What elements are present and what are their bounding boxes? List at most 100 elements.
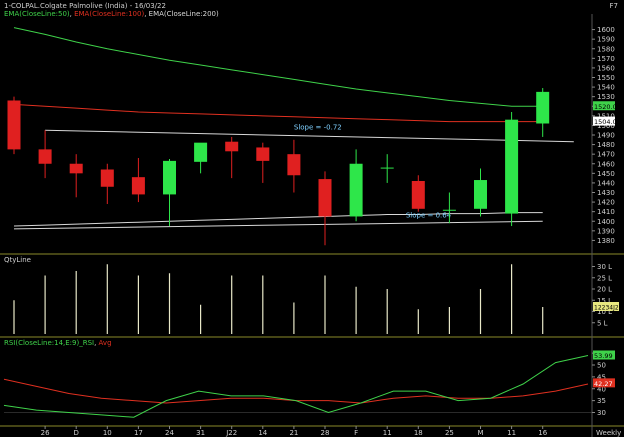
legend-ema100: EMA(CloseLine:100) [74, 10, 145, 18]
rsi-legend: RSI(CloseLine:14,E:9)_RSI, Avg [4, 339, 112, 347]
price-tick-label: 1580 [597, 45, 615, 53]
candle-body [505, 119, 519, 214]
rsi-tick-label: 50 [597, 362, 606, 370]
rsi-avg-badge-bg [593, 378, 615, 388]
candle-body [225, 141, 239, 152]
rsi-badge: 53.99 [594, 352, 613, 360]
volume-tick-label: 10 L [597, 308, 612, 316]
ema50-badge: 1520.00 [594, 103, 621, 111]
x-tick-label: 24 [165, 429, 174, 437]
price-tick-label: 1380 [597, 237, 615, 245]
rsi-tick-label: 35 [597, 397, 606, 405]
chart-title: 1-COLPAL.Colgate Palmolive (India) - 16/… [4, 2, 166, 10]
price-legend: EMA(CloseLine:50), EMA(CloseLine:100), E… [4, 10, 219, 18]
price-tick-label: 1560 [597, 64, 615, 72]
x-tick-label: 18 [414, 429, 423, 437]
x-tick-label: M [477, 429, 483, 437]
volume-tick-label: 20 L [597, 286, 612, 294]
candle-body [349, 163, 363, 217]
legend-rsi: RSI(CloseLine:14,E:9)_RSI [4, 339, 95, 347]
candle-body [38, 149, 52, 164]
x-tick-label: 21 [289, 429, 298, 437]
last-price-badge: 1504.01 [594, 118, 621, 126]
x-tick-label: 11 [383, 429, 392, 437]
x-tick-label: J22 [225, 429, 237, 437]
ema50-badge-bg [593, 101, 615, 111]
price-tick-label: 1540 [597, 84, 615, 92]
price-tick-label: 1390 [597, 227, 615, 235]
rsi-tick-label: 30 [597, 409, 606, 417]
rsi-avg-badge: 42.27 [594, 380, 613, 388]
x-tick-label: 25 [445, 429, 454, 437]
legend-rsi-avg: Avg [98, 339, 112, 347]
volume-tick-label: 15 L [597, 297, 612, 305]
candle-body [411, 181, 425, 209]
rsi-avg-line [3, 378, 589, 404]
candle-body [69, 163, 83, 174]
volume-legend: QtyLine [4, 256, 31, 264]
candle-body [287, 154, 301, 176]
price-tick-label: 1410 [597, 208, 615, 216]
corner-label: F7 [609, 2, 618, 10]
candle-body [380, 167, 394, 169]
candle-body [256, 147, 270, 161]
price-tick-label: 1550 [597, 74, 615, 82]
price-tick-label: 1430 [597, 189, 615, 197]
candle-body [536, 91, 550, 124]
price-tick-label: 1470 [597, 151, 615, 159]
rsi-badge-bg [593, 350, 615, 360]
trendline-label: Slope = 0.64 [406, 211, 452, 219]
x-tick-label: 11 [507, 429, 516, 437]
price-tick-label: 1490 [597, 132, 615, 140]
x-tick-label: D [74, 429, 79, 437]
candle-body [7, 100, 21, 150]
price-tick-label: 1600 [597, 26, 615, 34]
volume-badge-bg [593, 302, 619, 311]
price-tick-label: 1590 [597, 36, 615, 44]
price-tick-label: 1480 [597, 141, 615, 149]
rsi-tick-label: 40 [597, 385, 606, 393]
timeframe-label: Weekly [596, 429, 621, 437]
price-tick-label: 1400 [597, 218, 615, 226]
x-tick-label: 31 [196, 429, 205, 437]
ema100-line [13, 103, 543, 123]
rsi-tick-label: 45 [597, 373, 606, 381]
candle-body [194, 142, 208, 162]
candle-body [163, 160, 176, 195]
price-tick-label: 1460 [597, 160, 615, 168]
candle-body [474, 180, 487, 209]
last-price-badge-bg [593, 116, 615, 126]
price-tick-label: 1440 [597, 179, 615, 187]
price-tick-label: 1500 [597, 122, 615, 130]
price-tick-label: 1530 [597, 93, 615, 101]
candle-body [318, 179, 332, 217]
x-tick-label: 26 [41, 429, 50, 437]
rsi-line [3, 355, 589, 418]
x-tick-label: 17 [134, 429, 143, 437]
volume-tick-label: 30 L [597, 263, 612, 271]
candle-body [100, 169, 114, 187]
volume-tick-label: 5 L [597, 319, 608, 327]
price-tick-label: 1420 [597, 199, 615, 207]
legend-ema200: EMA(CloseLine:200) [148, 10, 219, 18]
candle-body [442, 209, 456, 211]
ema50-line [13, 27, 543, 107]
volume-tick-label: 25 L [597, 274, 612, 282]
x-tick-label: 16 [538, 429, 547, 437]
trendline-label: Slope = -0.72 [294, 123, 342, 131]
x-tick-label: 14 [258, 429, 267, 437]
trendline [45, 129, 574, 143]
trendline [13, 220, 543, 230]
x-tick-label: 28 [321, 429, 330, 437]
candle-body [131, 177, 145, 195]
x-tick-label: 10 [103, 429, 112, 437]
volume-badge: 12234J2 [594, 305, 619, 312]
x-tick-label: F [354, 429, 358, 437]
price-tick-label: 1510 [597, 112, 615, 120]
ema200-line [13, 212, 543, 227]
legend-ema50: EMA(CloseLine:50) [4, 10, 70, 18]
price-tick-label: 1570 [597, 55, 615, 63]
price-tick-label: 1450 [597, 170, 615, 178]
